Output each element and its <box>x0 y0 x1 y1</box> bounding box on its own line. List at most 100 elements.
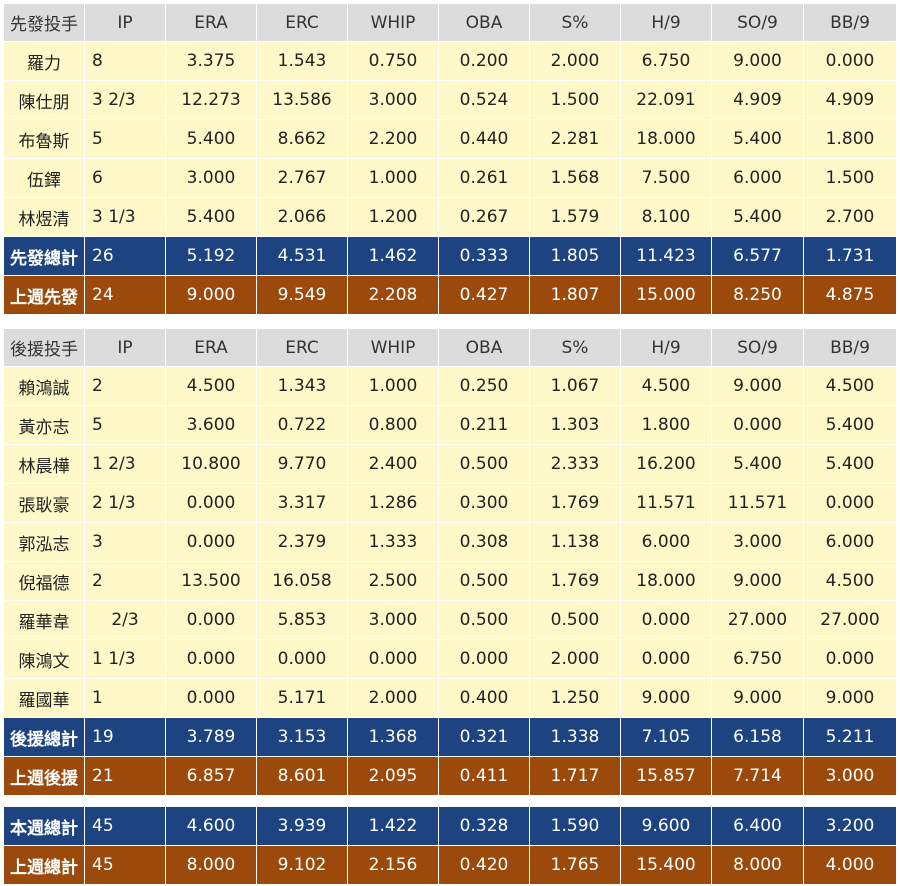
stat-cell: 2.066 <box>256 197 348 237</box>
stat-cell: 0.440 <box>438 119 530 159</box>
stat-cell: 0.000 <box>256 639 348 679</box>
stat-cell: 5.400 <box>711 119 804 159</box>
stat-cell: 0.267 <box>438 197 530 237</box>
stat-cell: 1.800 <box>620 405 712 445</box>
stat-cell: 5.400 <box>165 119 257 159</box>
stat-cell: 1.338 <box>529 717 621 757</box>
stat-cell: 18.000 <box>620 561 712 601</box>
stat-cell: 24 <box>84 275 166 315</box>
stat-cell: 18.000 <box>620 119 712 159</box>
relievers-total-row: 後援總計 19 3.789 3.153 1.368 0.321 1.338 7.105 6.15… <box>3 717 897 757</box>
column-header: ERA <box>165 3 257 42</box>
pitcher-row: 林晨樺 1 2/3 10.800 9.770 2.400 0.500 2.333 16.200… <box>3 444 897 484</box>
stat-cell: 9.770 <box>256 444 348 484</box>
pitcher-row: 羅國華 1 0.000 5.171 2.000 0.400 1.250 9.000 9.000 9… <box>3 678 897 718</box>
stat-cell: 9.000 <box>711 41 804 81</box>
stat-cell: 45 <box>84 806 166 846</box>
stat-cell: 2.156 <box>347 845 439 885</box>
stat-cell: 6 <box>84 158 166 198</box>
stat-cell: 0.000 <box>347 639 439 679</box>
stat-cell: 1.250 <box>529 678 621 718</box>
column-header: OBA <box>438 3 530 42</box>
stat-cell: 2.400 <box>347 444 439 484</box>
stat-cell: 2.700 <box>803 197 897 237</box>
stat-cell: 3 1/3 <box>84 197 166 237</box>
starters-last-week-row: 上週先發 24 9.000 9.549 2.208 0.427 1.807 15.000 8.2… <box>3 275 897 315</box>
stat-cell: 1.200 <box>347 197 439 237</box>
pitcher-row: 布魯斯 5 5.400 8.662 2.200 0.440 2.281 18.000 5.400… <box>3 119 897 159</box>
stat-cell: 0.800 <box>347 405 439 445</box>
stat-cell: 0.722 <box>256 405 348 445</box>
stat-cell: 3.200 <box>803 806 897 846</box>
stat-cell: 2.208 <box>347 275 439 315</box>
stat-cell: 1.769 <box>529 483 621 523</box>
stat-cell: 4.875 <box>803 275 897 315</box>
pitcher-name-cell: 本週總計 <box>3 806 85 846</box>
stat-cell: 15.400 <box>620 845 712 885</box>
stat-cell: 1.333 <box>347 522 439 562</box>
stat-cell: 1.368 <box>347 717 439 757</box>
stat-cell: 1.800 <box>803 119 897 159</box>
stat-cell: 1.717 <box>529 756 621 796</box>
stat-cell: 0.524 <box>438 80 530 120</box>
stat-cell: 2.200 <box>347 119 439 159</box>
column-header: OBA <box>438 328 530 367</box>
stat-cell: 9.600 <box>620 806 712 846</box>
stat-cell: 1.500 <box>529 80 621 120</box>
stat-cell: 9.102 <box>256 845 348 885</box>
stat-cell: 2 <box>84 561 166 601</box>
stat-cell: 6.000 <box>711 158 804 198</box>
stat-cell: 6.577 <box>711 236 804 276</box>
stat-cell: 1 1/3 <box>84 639 166 679</box>
column-header: H/9 <box>620 3 712 42</box>
stat-cell: 7.714 <box>711 756 804 796</box>
stat-cell: 3.600 <box>165 405 257 445</box>
stat-cell: 5.400 <box>711 197 804 237</box>
stat-cell: 8.100 <box>620 197 712 237</box>
column-header: WHIP <box>347 328 439 367</box>
pitcher-row: 陳仕朋 3 2/3 12.273 13.586 3.000 0.524 1.500 22.09… <box>3 80 897 120</box>
relievers-last-week-row: 上週後援 21 6.857 8.601 2.095 0.411 1.717 15.857 7.7… <box>3 756 897 796</box>
stat-cell: 26 <box>84 236 166 276</box>
pitcher-name-cell: 後援總計 <box>3 717 85 757</box>
stat-cell: 0.000 <box>803 639 897 679</box>
stat-cell: 9.000 <box>711 561 804 601</box>
stat-cell: 0.000 <box>165 678 257 718</box>
stat-cell: 15.857 <box>620 756 712 796</box>
stat-cell: 0.000 <box>803 41 897 81</box>
stat-cell: 5.400 <box>803 405 897 445</box>
pitcher-name-cell: 先發總計 <box>3 236 85 276</box>
column-header: ERA <box>165 328 257 367</box>
stat-cell: 2.379 <box>256 522 348 562</box>
stat-cell: 2.500 <box>347 561 439 601</box>
stat-cell: 1.422 <box>347 806 439 846</box>
stat-cell: 0.000 <box>803 483 897 523</box>
stat-cell: 13.586 <box>256 80 348 120</box>
stat-cell: 2.095 <box>347 756 439 796</box>
stat-cell: 4.500 <box>620 366 712 406</box>
stat-cell: 1.000 <box>347 158 439 198</box>
pitcher-name-cell: 上週後援 <box>3 756 85 796</box>
stat-cell: 3.789 <box>165 717 257 757</box>
stat-cell: 7.500 <box>620 158 712 198</box>
pitcher-name-cell: 張耿豪 <box>3 483 85 523</box>
stat-cell: 27.000 <box>803 600 897 640</box>
column-header: SO/9 <box>711 328 804 367</box>
stat-cell: 11.423 <box>620 236 712 276</box>
stat-cell: 1.138 <box>529 522 621 562</box>
stat-cell: 0.211 <box>438 405 530 445</box>
starters-table: 先發投手 IP ERA ERC WHIP OBA S% H/9 SO/9 BB/9 羅力 8 3.375… <box>3 3 897 315</box>
stat-cell: 2.000 <box>529 41 621 81</box>
stat-cell: 0.420 <box>438 845 530 885</box>
pitcher-row: 林煜清 3 1/3 5.400 2.066 1.200 0.267 1.579 8.100 5.… <box>3 197 897 237</box>
stat-cell: 1 2/3 <box>84 444 166 484</box>
stat-cell: 4.500 <box>803 366 897 406</box>
stat-cell: 8.000 <box>165 845 257 885</box>
stat-cell: 3.000 <box>347 80 439 120</box>
stat-cell: 13.500 <box>165 561 257 601</box>
column-header: S% <box>529 3 621 42</box>
stat-cell: 0.500 <box>529 600 621 640</box>
stat-cell: 4.000 <box>803 845 897 885</box>
stat-cell: 0.400 <box>438 678 530 718</box>
pitcher-name-cell: 上週總計 <box>3 845 85 885</box>
